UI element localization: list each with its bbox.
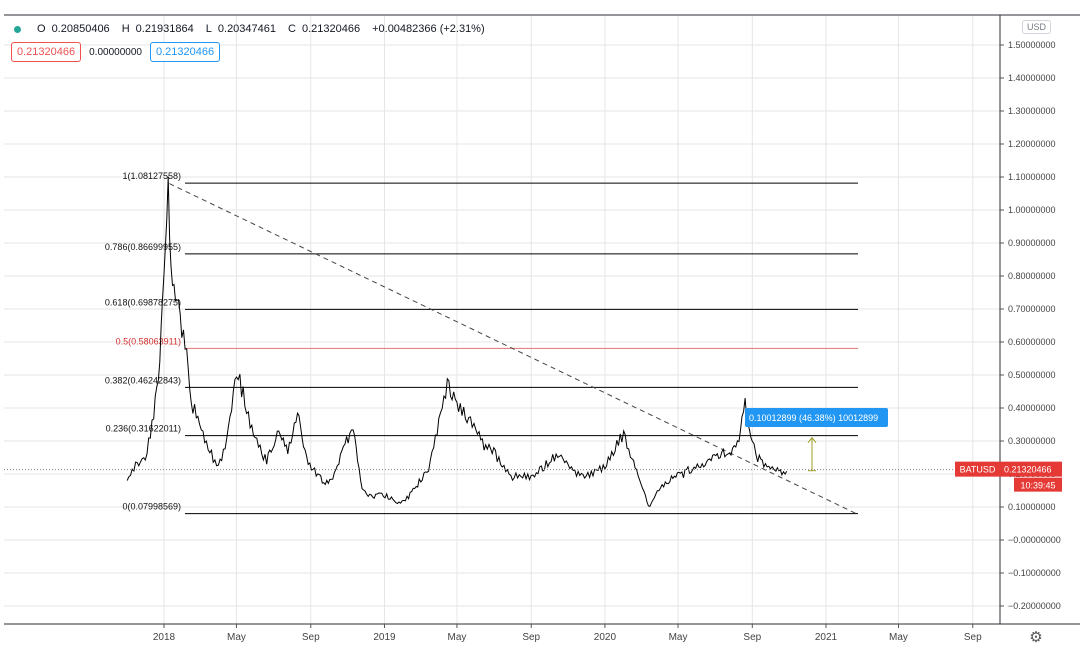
price-tick-label: −0.10000000 [1008,568,1061,578]
grid [4,15,1000,624]
measure-arrow-head [807,436,817,444]
price-tick-label: 0.50000000 [1008,370,1056,380]
price-tick-label: 1.50000000 [1008,40,1056,50]
change-value: +0.00482366 (+2.31%) [372,23,485,35]
time-tick-label: May [227,632,246,643]
price-tick-label: 1.40000000 [1008,73,1056,83]
time-tick-label: Sep [302,632,320,643]
high-label: H [121,23,130,35]
fib-level-label: 0.5(0.58063911) [116,336,181,346]
time-tick-label: Sep [964,632,982,643]
time-tick-label: 2018 [153,632,176,643]
trendline [169,183,857,515]
price-tick-label: 1.10000000 [1008,172,1056,182]
fib-retracement: 1(1.08127558) 0.786(0.86699955) 0.618(0.69… [105,171,858,515]
currency-button[interactable]: USD [1022,20,1052,34]
pill-plain: 0.00000000 [89,46,142,58]
fib-level-label: 0(0.07998569) [122,502,181,512]
time-axis: 2018 May Sep 2019 May Sep 2020 May Sep 2021 May Sep [153,624,982,643]
time-tick-label: 2020 [594,632,617,643]
fib-level-label: 0.382(0.46242843) [105,375,181,385]
low-label: L [205,23,212,35]
time-tick-label: May [447,632,466,643]
indicator-values: 0.21320466 0.00000000 0.21320466 [11,42,221,62]
low-value: 0.20347461 [217,23,277,35]
price-axis: 1.50000000 1.40000000 1.30000000 1.20000000… [1000,40,1061,611]
ohlc-bar: O 0.20850406 H 0.21931864 L 0.20347461 C 0.2… [14,21,491,37]
high-value: 0.21931864 [135,23,194,35]
price-tick-label: 0.40000000 [1008,403,1056,413]
ticker-price-box [1000,461,1062,477]
price-tick-label: 1.00000000 [1008,205,1056,215]
ticker-symbol: BATUSD [960,465,996,475]
price-tick-label: 0.70000000 [1008,304,1056,314]
countdown-label: 10:39:45 [1020,481,1055,491]
price-tick-label: −0.20000000 [1008,601,1061,611]
open-value: 0.20850406 [51,23,110,35]
time-tick-label: Sep [522,632,540,643]
fib-level-label: 0.786(0.86699955) [105,242,181,252]
fib-level-label: 0.618(0.69878275) [105,297,181,307]
close-label: C [288,23,296,35]
time-tick-label: Sep [743,632,761,643]
price-tick-label: 0.80000000 [1008,271,1056,281]
price-tick-label: 0.10000000 [1008,502,1056,512]
time-tick-label: 2019 [373,632,396,643]
price-tick-label: 0.60000000 [1008,337,1056,347]
ticker-price: 0.21320466 [1004,465,1052,475]
price-tick-label: 1.30000000 [1008,106,1056,116]
price-series-line [126,176,788,508]
price-tick-label: 0.90000000 [1008,238,1056,248]
close-value: 0.21320466 [301,23,361,35]
ticker-symbol-box [955,461,1000,477]
measure-label-box [745,408,888,427]
fib-level-label: 0.236(0.31622011) [106,424,181,434]
fib-level-label: 1(1.08127558) [122,171,181,181]
price-tick-label: 0.30000000 [1008,436,1056,446]
open-label: O [37,23,46,35]
gear-icon[interactable]: ⚙ [1029,629,1043,646]
countdown-box [1014,477,1062,492]
measure-label: 0.10012899 (46.38%) 10012899 [749,413,878,423]
price-tick-label: 1.20000000 [1008,139,1056,149]
pill-blue: 0.21320466 [149,42,221,62]
time-tick-label: May [889,632,908,643]
time-tick-label: 2021 [815,632,838,643]
time-tick-label: May [669,632,688,643]
market-status-icon [14,25,21,33]
price-tick-label: −0.00000000 [1008,535,1061,545]
pill-red: 0.21320466 [11,42,82,62]
